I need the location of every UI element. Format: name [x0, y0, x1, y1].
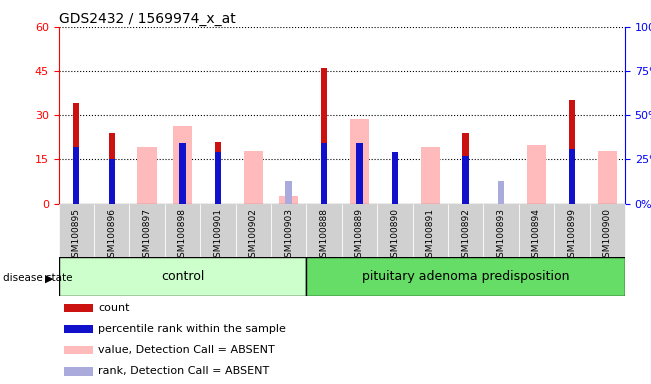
- Text: GSM100897: GSM100897: [143, 208, 152, 263]
- Bar: [377, 204, 413, 257]
- Bar: [498, 180, 505, 204]
- Bar: [73, 103, 79, 204]
- Bar: [483, 204, 519, 257]
- Bar: [286, 180, 292, 204]
- Bar: [64, 367, 92, 376]
- Bar: [173, 126, 192, 204]
- Bar: [356, 144, 363, 204]
- Bar: [519, 204, 554, 257]
- Text: GSM100892: GSM100892: [461, 208, 470, 263]
- Bar: [215, 152, 221, 204]
- Text: GSM100894: GSM100894: [532, 208, 541, 263]
- Text: value, Detection Call = ABSENT: value, Detection Call = ABSENT: [98, 345, 275, 355]
- Bar: [350, 119, 369, 204]
- Text: disease state: disease state: [3, 273, 73, 283]
- Bar: [392, 152, 398, 204]
- Bar: [137, 147, 157, 204]
- Text: GSM100889: GSM100889: [355, 208, 364, 263]
- Bar: [271, 204, 307, 257]
- Text: GSM100901: GSM100901: [214, 208, 223, 263]
- Bar: [200, 204, 236, 257]
- Bar: [569, 149, 575, 204]
- Bar: [569, 101, 575, 204]
- Bar: [307, 204, 342, 257]
- Bar: [109, 133, 115, 204]
- Text: count: count: [98, 303, 130, 313]
- Text: percentile rank within the sample: percentile rank within the sample: [98, 324, 286, 334]
- Bar: [279, 197, 298, 204]
- Bar: [130, 204, 165, 257]
- Text: GDS2432 / 1569974_x_at: GDS2432 / 1569974_x_at: [59, 12, 236, 26]
- Bar: [243, 151, 263, 204]
- Bar: [321, 68, 327, 204]
- Bar: [59, 204, 94, 257]
- Text: GSM100900: GSM100900: [603, 208, 612, 263]
- Bar: [598, 151, 617, 204]
- Bar: [342, 204, 377, 257]
- Bar: [413, 204, 448, 257]
- Text: GSM100895: GSM100895: [72, 208, 81, 263]
- Bar: [462, 133, 469, 204]
- Bar: [64, 346, 92, 354]
- Bar: [59, 257, 307, 296]
- Bar: [109, 159, 115, 204]
- Bar: [462, 156, 469, 204]
- Text: GSM100903: GSM100903: [284, 208, 293, 263]
- Bar: [590, 204, 625, 257]
- Text: pituitary adenoma predisposition: pituitary adenoma predisposition: [362, 270, 570, 283]
- Bar: [554, 204, 590, 257]
- Bar: [421, 147, 440, 204]
- Text: GSM100893: GSM100893: [497, 208, 506, 263]
- Text: GSM100888: GSM100888: [320, 208, 329, 263]
- Text: ▶: ▶: [45, 273, 53, 283]
- Bar: [179, 144, 186, 204]
- Text: GSM100902: GSM100902: [249, 208, 258, 263]
- Text: GSM100890: GSM100890: [391, 208, 399, 263]
- Bar: [179, 144, 186, 204]
- Text: GSM100891: GSM100891: [426, 208, 435, 263]
- Bar: [64, 304, 92, 312]
- Text: GSM100899: GSM100899: [568, 208, 576, 263]
- Text: GSM100896: GSM100896: [107, 208, 116, 263]
- Bar: [448, 204, 483, 257]
- Bar: [356, 144, 363, 204]
- Bar: [165, 204, 200, 257]
- Bar: [94, 204, 130, 257]
- Bar: [527, 145, 546, 204]
- Bar: [321, 144, 327, 204]
- Bar: [73, 147, 79, 204]
- Bar: [215, 142, 221, 204]
- Text: control: control: [161, 270, 204, 283]
- Text: rank, Detection Call = ABSENT: rank, Detection Call = ABSENT: [98, 366, 270, 376]
- Bar: [236, 204, 271, 257]
- Bar: [64, 325, 92, 333]
- Text: GSM100898: GSM100898: [178, 208, 187, 263]
- Bar: [307, 257, 625, 296]
